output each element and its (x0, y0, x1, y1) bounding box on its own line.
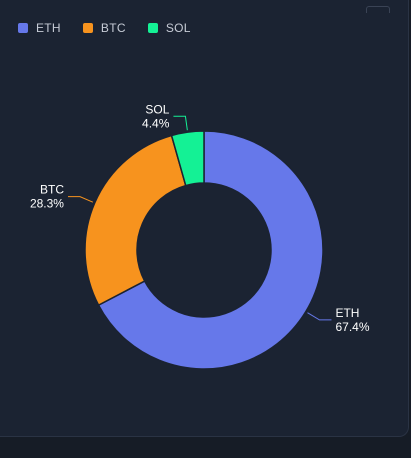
slice-name-label-eth: ETH (335, 306, 359, 320)
legend-label-btc: BTC (100, 21, 126, 35)
legend-swatch-eth (18, 23, 28, 33)
slice-eth[interactable] (97, 130, 324, 370)
legend-label-sol: SOL (165, 21, 191, 35)
slice-name-label-sol: SOL (145, 102, 169, 116)
leader-line-btc (67, 196, 94, 203)
slice-value-label-sol: 4.4% (142, 116, 170, 130)
legend-swatch-btc (82, 23, 93, 33)
slice-value-label-eth: 67.4% (335, 320, 369, 334)
slice-sol[interactable] (170, 130, 205, 187)
chart-legend: ETH BTC SOL (18, 21, 191, 35)
chart-card: ETH BTC SOL ETH 67.4% BTC 28.3% SOL 4.4% (0, 0, 409, 437)
legend-item-btc[interactable]: BTC (82, 21, 126, 35)
slice-value-label-btc: 28.3% (30, 197, 64, 211)
card-corner-tab (366, 6, 390, 13)
legend-item-eth[interactable]: ETH (18, 21, 61, 35)
slice-name-label-btc: BTC (40, 183, 64, 197)
legend-item-sol[interactable]: SOL (147, 21, 191, 35)
leader-line-sol (173, 115, 188, 131)
legend-swatch-sol (147, 23, 158, 33)
leader-line-eth (307, 312, 332, 321)
legend-label-eth: ETH (36, 21, 61, 35)
slice-btc[interactable] (84, 134, 187, 307)
